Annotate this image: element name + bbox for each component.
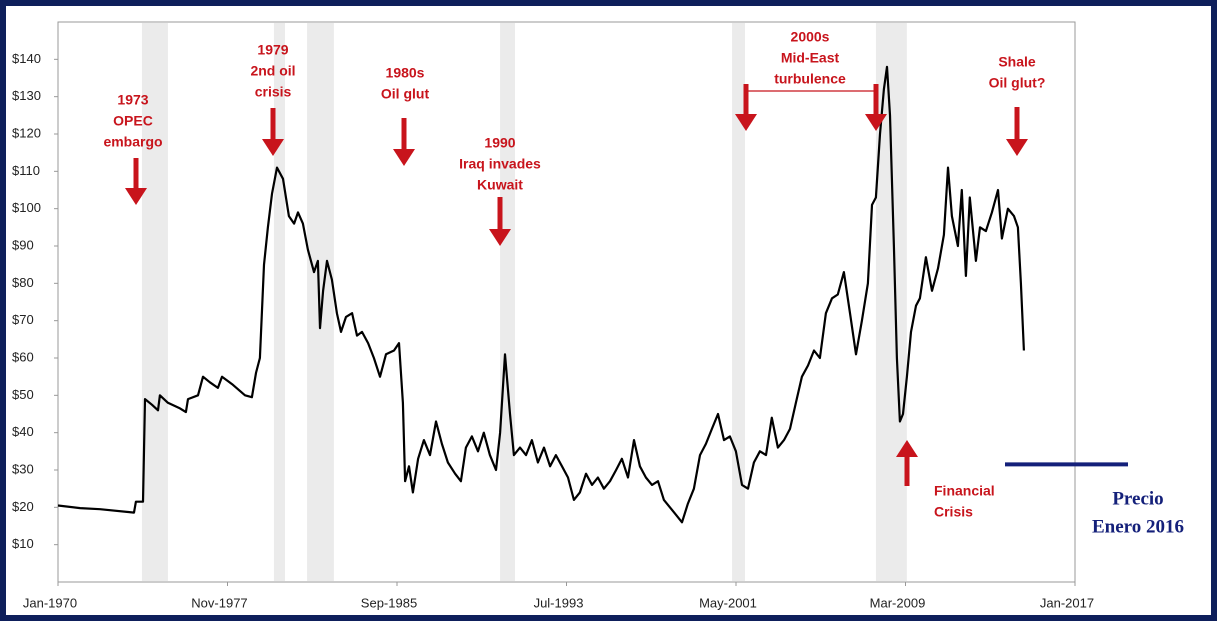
shaded-period bbox=[875, 23, 907, 581]
annotation-text: Crisis bbox=[934, 504, 973, 520]
annotation-text: Oil glut bbox=[381, 86, 430, 102]
annotation-text: OPEC bbox=[113, 113, 153, 129]
x-tick-label: Jan-2017 bbox=[1040, 595, 1094, 610]
y-tick-label: $30 bbox=[12, 461, 34, 476]
y-tick-label: $40 bbox=[12, 424, 34, 439]
y-tick-label: $70 bbox=[12, 312, 34, 327]
annotation-arrowhead bbox=[393, 149, 415, 166]
y-tick-label: $140 bbox=[12, 51, 41, 66]
price-line bbox=[57, 65, 1025, 524]
annotation-arrowhead bbox=[262, 139, 284, 156]
x-tick-label: Jul-1993 bbox=[534, 595, 584, 610]
y-tick-label: $130 bbox=[12, 88, 41, 103]
annotation-arrowhead bbox=[125, 188, 147, 205]
annotation-text: embargo bbox=[103, 134, 162, 150]
x-tick-label: Sep-1985 bbox=[361, 595, 417, 610]
shaded-period bbox=[141, 23, 168, 581]
annotation-arrowhead bbox=[489, 229, 511, 246]
y-tick-label: $50 bbox=[12, 387, 34, 402]
annotation-arrowhead bbox=[865, 114, 887, 131]
annotation-text: 1990 bbox=[484, 135, 515, 151]
y-tick-label: $110 bbox=[12, 163, 40, 178]
annotation-text: crisis bbox=[255, 84, 292, 100]
annotation-text: Oil glut? bbox=[989, 75, 1046, 91]
y-tick-label: $90 bbox=[12, 237, 34, 252]
shaded-period bbox=[273, 23, 285, 581]
y-tick-label: $20 bbox=[12, 499, 34, 514]
annotation-text: 2nd oil bbox=[250, 63, 295, 79]
y-tick-label: $80 bbox=[12, 275, 34, 290]
reference-label: Precio bbox=[1112, 488, 1163, 509]
annotation-text: Iraq invades bbox=[459, 156, 541, 172]
x-tick-label: Nov-1977 bbox=[191, 595, 247, 610]
annotation-text: 1973 bbox=[117, 92, 148, 108]
annotation-text: 2000s bbox=[791, 29, 830, 45]
x-tick-label: Mar-2009 bbox=[870, 595, 926, 610]
annotation-text: Financial bbox=[934, 483, 995, 499]
y-tick-label: $60 bbox=[12, 349, 34, 364]
reference-label: Enero 2016 bbox=[1092, 516, 1184, 537]
x-tick-label: Jan-1970 bbox=[23, 595, 77, 610]
annotation-text: Shale bbox=[998, 54, 1036, 70]
annotation-arrowhead bbox=[896, 440, 918, 457]
x-tick-label: May-2001 bbox=[699, 595, 757, 610]
annotation-arrowhead bbox=[735, 114, 757, 131]
shaded-period bbox=[732, 23, 746, 581]
annotation-text: Kuwait bbox=[477, 177, 523, 193]
annotation-text: turbulence bbox=[774, 71, 846, 87]
annotation-text: 1980s bbox=[386, 65, 425, 81]
shaded-period bbox=[500, 23, 516, 581]
y-tick-label: $10 bbox=[12, 536, 34, 551]
y-tick-label: $120 bbox=[12, 125, 41, 140]
annotation-text: 1979 bbox=[257, 42, 288, 58]
annotation-text: Mid-East bbox=[781, 50, 840, 66]
shaded-period bbox=[307, 23, 334, 581]
annotation-arrowhead bbox=[1006, 139, 1028, 156]
y-tick-label: $100 bbox=[12, 200, 41, 215]
